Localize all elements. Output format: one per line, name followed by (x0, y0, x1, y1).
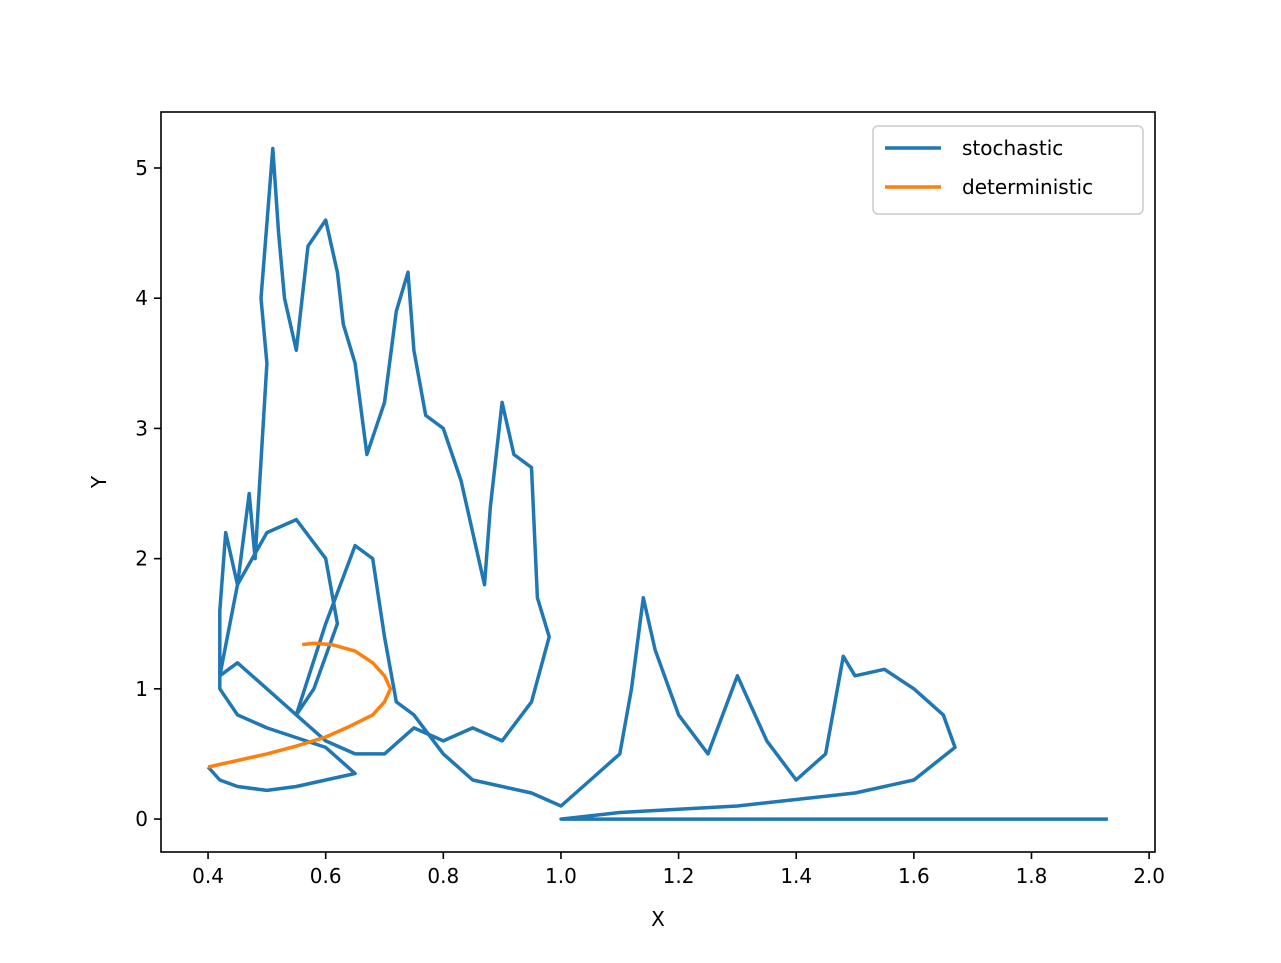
y-tick-label: 0 (135, 807, 148, 831)
x-tick-label: 1.8 (1016, 864, 1048, 888)
x-tick-label: 1.2 (663, 864, 695, 888)
y-tick-label: 2 (135, 547, 148, 571)
x-tick-label: 1.6 (898, 864, 930, 888)
x-tick-label: 1.0 (545, 864, 577, 888)
y-tick-label: 1 (135, 677, 148, 701)
x-tick-label: 0.4 (192, 864, 224, 888)
x-tick-label: 1.4 (780, 864, 812, 888)
legend-label: stochastic (962, 136, 1063, 160)
y-tick-label: 4 (135, 286, 148, 310)
legend-label: deterministic (962, 175, 1093, 199)
line-series (206, 146, 1108, 821)
plot-frame (160, 111, 1156, 853)
x-tick-label: 0.6 (310, 864, 342, 888)
y-axis-label: Y (87, 475, 111, 489)
line-series (207, 641, 393, 769)
y-tick-label: 5 (135, 156, 148, 180)
x-tick-label: 2.0 (1133, 864, 1165, 888)
y-tick-label: 3 (135, 416, 148, 440)
x-axis-label: X (651, 907, 665, 931)
x-tick-label: 0.8 (427, 864, 459, 888)
